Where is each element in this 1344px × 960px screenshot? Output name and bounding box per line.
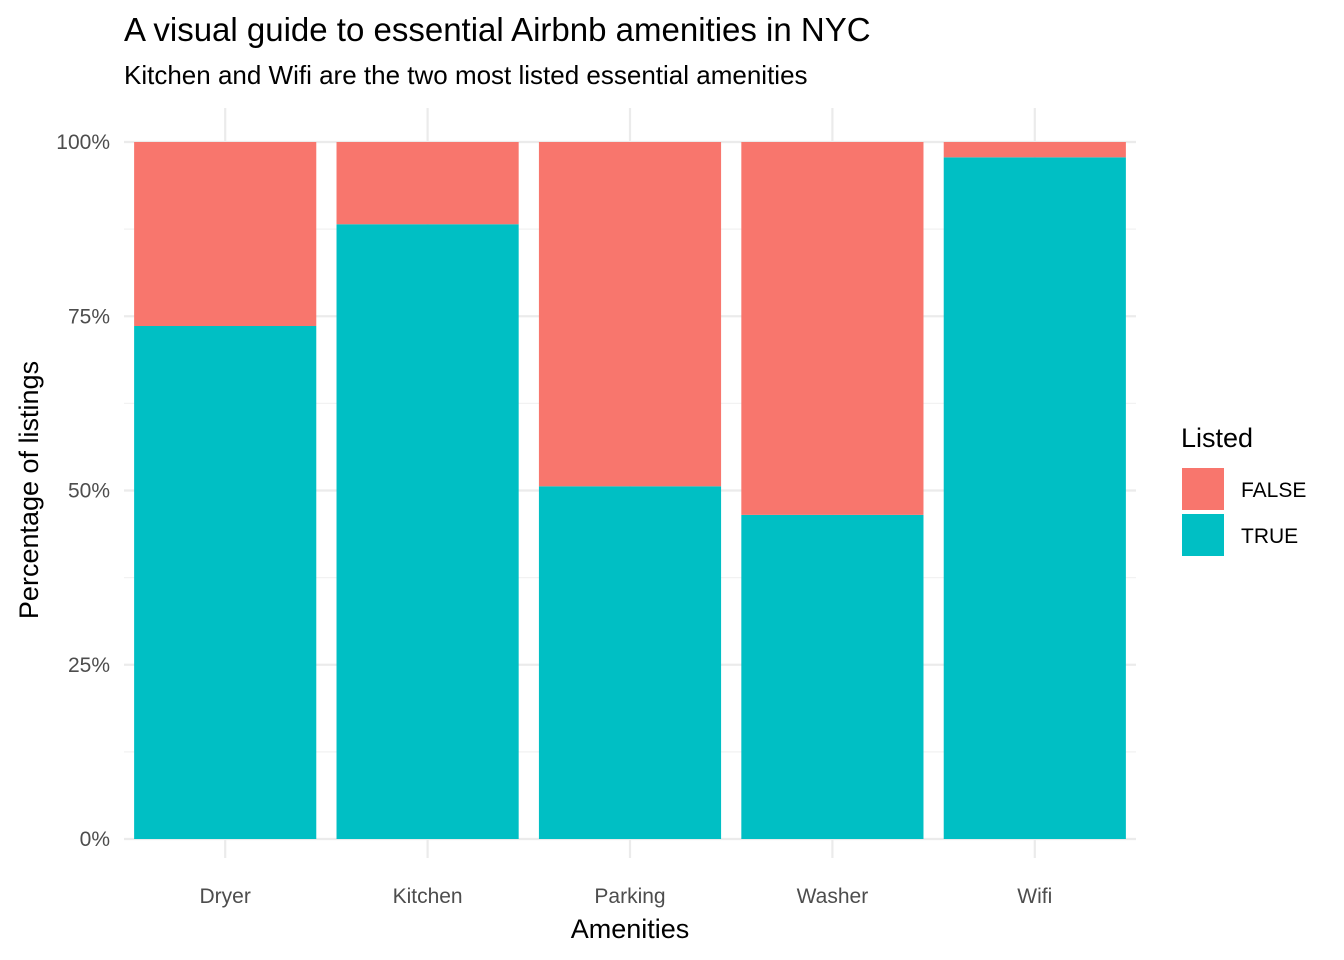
bar-kitchen-false [336,142,519,225]
y-tick-label: 25% [68,654,110,677]
bar-washer-true [741,514,924,839]
legend-key-true [1182,514,1224,556]
bar-dryer-true [134,326,317,839]
y-tick-label: 100% [56,131,110,154]
y-tick-label: 0% [80,828,110,851]
x-axis-ticks: Dryer Kitchen Parking Washer Wifi [200,885,1053,908]
y-tick-label: 50% [68,480,110,503]
x-tick-label: Washer [797,885,869,908]
legend-key-false [1182,468,1224,510]
chart-title: A visual guide to essential Airbnb ameni… [124,11,871,48]
bar-parking-true [538,486,722,839]
bars [134,142,1126,840]
bar-parking-false [538,142,722,487]
x-tick-label: Parking [594,885,665,908]
bar-dryer-false [134,142,317,327]
legend-label: TRUE [1241,525,1298,548]
y-tick-label: 75% [68,305,110,328]
chart-subtitle: Kitchen and Wifi are the two most listed… [124,60,808,90]
bar-wifi-true [943,157,1126,840]
x-tick-label: Kitchen [393,885,463,908]
x-tick-label: Dryer [200,885,251,908]
legend-title: Listed [1181,423,1253,453]
x-axis-title: Amenities [571,914,690,944]
bar-kitchen-true [336,224,519,840]
bar-wifi-false [943,142,1126,158]
y-axis-ticks: 0% 25% 50% 75% 100% [56,131,110,851]
legend: Listed FALSE TRUE [1181,423,1306,556]
x-tick-label: Wifi [1017,885,1052,908]
y-axis-title: Percentage of listings [14,361,44,619]
legend-label: FALSE [1241,479,1306,502]
bar-washer-false [741,142,924,515]
